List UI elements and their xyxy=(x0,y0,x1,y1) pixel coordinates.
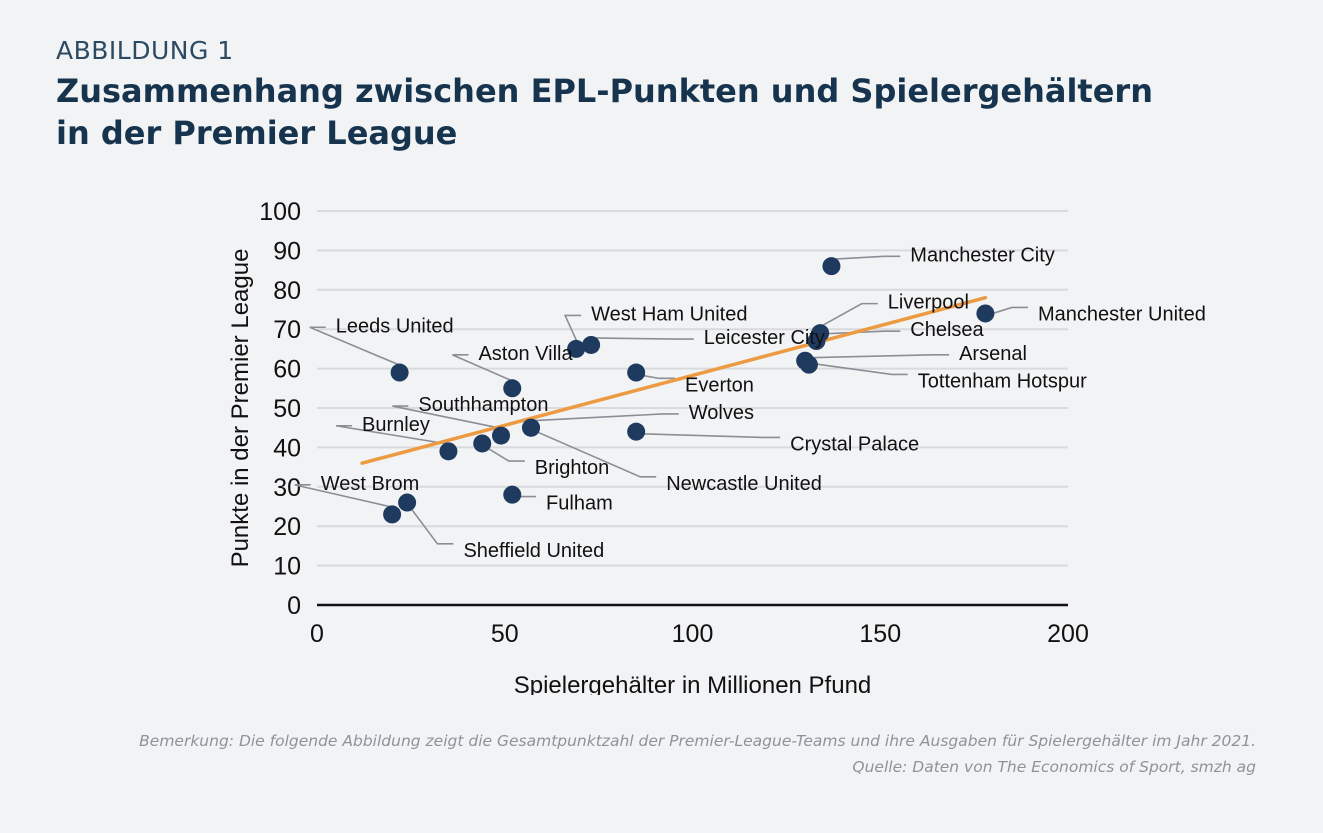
data-point-label: Wolves xyxy=(689,402,754,424)
data-point-label: West Brom xyxy=(321,473,420,495)
y-tick-label: 60 xyxy=(273,356,301,384)
y-tick-label: 0 xyxy=(287,592,301,620)
data-point[interactable] xyxy=(796,351,815,370)
data-point[interactable] xyxy=(439,442,458,461)
y-tick-label: 100 xyxy=(259,198,301,226)
leader-line xyxy=(531,413,679,422)
y-axis-title: Punkte in der Premier League xyxy=(227,249,254,568)
y-axis-ticks: 0 10 20 30 40 50 60 70 80 90 100 xyxy=(259,198,301,620)
figure-footnote: Bemerkung: Die folgende Abbildung zeigt … xyxy=(56,728,1256,780)
page-title: Zusammenhang zwischen EPL-Punkten und Sp… xyxy=(56,70,1176,154)
data-point-label: Everton xyxy=(685,374,754,396)
data-point-label: Leicester City xyxy=(704,327,825,349)
label-leader-lines xyxy=(294,255,1028,545)
figure-eyebrow: ABBILDUNG 1 xyxy=(56,36,234,65)
data-point-label: Crystal Palace xyxy=(790,433,919,455)
data-point-label: Brighton xyxy=(535,457,610,479)
y-tick-label: 80 xyxy=(273,277,301,305)
y-tick-label: 70 xyxy=(273,316,301,344)
data-point[interactable] xyxy=(390,363,409,382)
y-tick-label: 50 xyxy=(273,395,301,423)
data-point-label: Aston Villa xyxy=(478,343,573,365)
leader-line xyxy=(392,405,503,430)
x-tick-label: 200 xyxy=(1047,620,1089,648)
x-tick-label: 50 xyxy=(491,620,519,648)
data-point-label: Newcastle United xyxy=(666,473,822,495)
data-point[interactable] xyxy=(807,332,826,351)
data-point-label: Fulham xyxy=(546,493,613,515)
data-point-label: Manchester City xyxy=(910,244,1055,266)
y-tick-label: 90 xyxy=(273,237,301,265)
data-point[interactable] xyxy=(582,335,601,354)
data-point-label: Arsenal xyxy=(959,343,1027,365)
data-point-labels: Manchester City Manchester United Liverpoo… xyxy=(321,244,1206,561)
leader-line xyxy=(452,354,514,383)
data-point[interactable] xyxy=(822,257,841,276)
data-points xyxy=(383,257,995,524)
scatter-chart: 0 10 20 30 40 50 60 70 80 90 100 0 50 100 150 200 Manc… xyxy=(0,175,1323,695)
data-point-label: Sheffield United xyxy=(463,540,604,562)
y-tick-label: 10 xyxy=(273,553,301,581)
footnote-note: Bemerkung: Die folgende Abbildung zeigt … xyxy=(139,732,1256,750)
footnote-source: Quelle: Daten von The Economics of Sport… xyxy=(852,758,1256,776)
title-line-2: in der Premier League xyxy=(56,114,458,152)
data-point-label: Liverpool xyxy=(888,292,969,314)
leader-line xyxy=(817,330,901,335)
trendline-path[interactable] xyxy=(360,295,988,465)
data-point-label: Manchester United xyxy=(1038,303,1206,325)
chart-canvas: 0 10 20 30 40 50 60 70 80 90 100 0 50 100 150 200 Manc… xyxy=(227,198,1206,695)
data-point-label: Southhampton xyxy=(418,394,548,416)
leader-line xyxy=(637,432,781,439)
y-tick-label: 40 xyxy=(273,434,301,462)
leader-line xyxy=(592,337,694,340)
leader-line xyxy=(407,504,454,545)
data-point[interactable] xyxy=(522,418,541,437)
leader-line xyxy=(986,306,1028,317)
title-line-1: Zusammenhang zwischen EPL-Punkten und Sp… xyxy=(56,72,1153,110)
data-point-label: Burnley xyxy=(362,414,430,436)
data-point[interactable] xyxy=(383,505,402,524)
trendline xyxy=(360,295,988,465)
data-point[interactable] xyxy=(567,339,586,358)
leader-line xyxy=(832,255,901,260)
data-point-label: Leeds United xyxy=(336,315,454,337)
leader-line xyxy=(482,444,525,462)
x-tick-label: 100 xyxy=(672,620,714,648)
x-tick-label: 150 xyxy=(859,620,901,648)
data-point[interactable] xyxy=(503,485,522,504)
y-tick-label: 20 xyxy=(273,513,301,541)
leader-line xyxy=(563,314,582,343)
data-point[interactable] xyxy=(627,363,646,382)
leader-line xyxy=(335,424,450,446)
leader-line xyxy=(309,326,401,367)
leader-line xyxy=(806,361,908,376)
data-point[interactable] xyxy=(491,426,510,445)
y-tick-label: 30 xyxy=(273,474,301,502)
data-point[interactable] xyxy=(473,434,492,453)
x-tick-label: 0 xyxy=(310,620,324,648)
data-point[interactable] xyxy=(627,422,646,441)
data-point[interactable] xyxy=(503,379,522,398)
data-point[interactable] xyxy=(398,493,417,512)
data-point-label: Tottenham Hotspur xyxy=(918,370,1087,392)
leader-line xyxy=(809,354,950,359)
leader-line xyxy=(820,302,878,327)
data-point[interactable] xyxy=(976,304,995,323)
data-point-label: West Ham United xyxy=(591,303,747,325)
data-point-label: Chelsea xyxy=(910,319,984,341)
leader-line xyxy=(294,484,394,509)
x-axis-ticks: 0 50 100 150 200 xyxy=(310,620,1089,648)
leader-line xyxy=(531,428,657,478)
x-axis-title: Spielergehälter in Millionen Pfund xyxy=(514,672,872,695)
